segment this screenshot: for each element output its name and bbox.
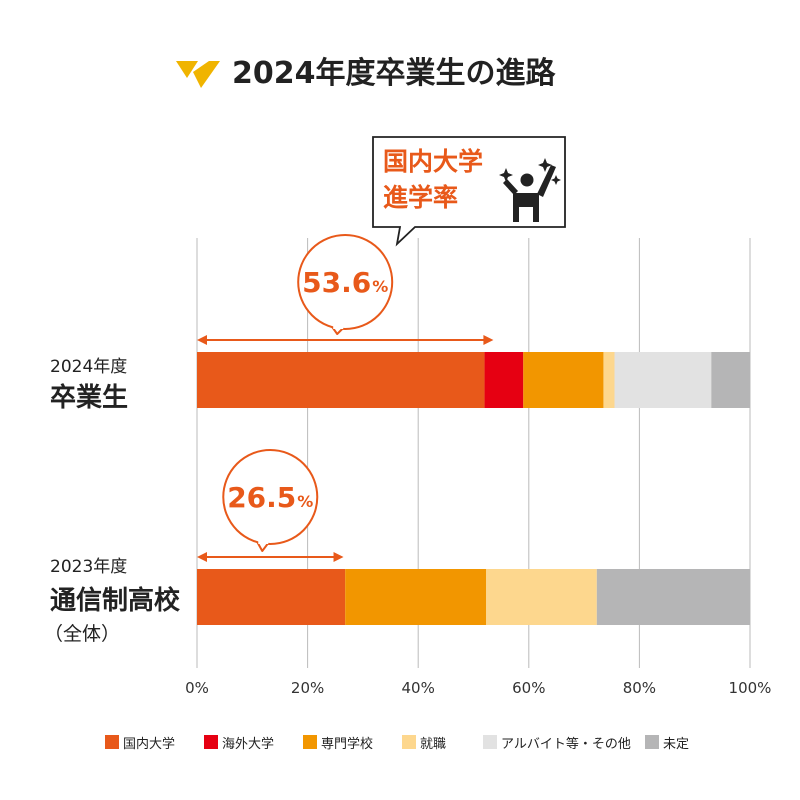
x-tick-label: 20%: [291, 679, 324, 697]
bar-segment: [197, 569, 346, 625]
legend-item: 就職: [402, 735, 446, 752]
category-label-2024: 2024年度 卒業生: [50, 357, 128, 413]
legend-label: 国内大学: [123, 736, 175, 752]
legend-label: 専門学校: [321, 736, 373, 752]
x-axis-ticks: 0% 20% 40% 60% 80% 100%: [185, 679, 771, 697]
legend-swatch: [303, 735, 317, 749]
arrowhead-right-icon: [483, 335, 494, 345]
bar-segment: [711, 352, 750, 408]
callout-box: 国内大学 進学率: [372, 136, 566, 247]
logo-icon: [176, 61, 220, 88]
x-tick-label: 40%: [402, 679, 435, 697]
legend-swatch: [105, 735, 119, 749]
category-label-2023: 2023年度 通信制高校 （全体）: [44, 557, 181, 645]
legend-label: アルバイト等・その他: [501, 736, 631, 752]
annotation-value: 53.6%: [302, 266, 388, 299]
x-tick-label: 100%: [729, 679, 772, 697]
value-bubble: 26.5%: [222, 449, 319, 552]
x-tick-label: 0%: [185, 679, 209, 697]
category-year: 2024年度: [50, 357, 127, 377]
value-bubble: 53.6%: [297, 234, 394, 335]
legend-swatch: [402, 735, 416, 749]
arrowhead-left-icon: [197, 335, 207, 345]
legend-item: 海外大学: [204, 735, 274, 752]
bar-segment: [197, 352, 485, 408]
legend-label: 未定: [663, 737, 689, 752]
annotations: 53.6% 26.5%: [197, 234, 494, 562]
legend-item: 専門学校: [303, 735, 373, 752]
category-name: 通信制高校: [50, 585, 181, 616]
arrowhead-right-icon: [333, 552, 344, 562]
legend-label: 就職: [420, 737, 446, 752]
chart-title: 2024年度卒業生の進路: [232, 56, 556, 91]
legend-label: 海外大学: [222, 736, 274, 752]
bar-segment: [596, 569, 750, 625]
bar-segment: [486, 569, 597, 625]
annotation-value: 26.5%: [227, 481, 313, 514]
category-sub: （全体）: [44, 623, 120, 645]
bar-segment: [345, 569, 487, 625]
bar-segment: [523, 352, 604, 408]
x-tick-label: 80%: [623, 679, 656, 697]
arrowhead-left-icon: [197, 552, 207, 562]
callout-line2: 進学率: [383, 183, 458, 212]
bar-segment: [614, 352, 712, 408]
legend-item: アルバイト等・その他: [483, 735, 631, 752]
legend-swatch: [483, 735, 497, 749]
category-name: 卒業生: [50, 382, 128, 413]
bar-segment: [484, 352, 524, 408]
category-year: 2023年度: [50, 557, 127, 577]
legend-item: 国内大学: [105, 735, 175, 752]
bars: [197, 352, 750, 625]
bar-segment: [603, 352, 615, 408]
legend-item: 未定: [645, 735, 689, 752]
x-tick-label: 60%: [512, 679, 545, 697]
callout-line1: 国内大学: [383, 147, 483, 176]
celebrating-person-icon: [499, 158, 561, 222]
legend: 国内大学 海外大学 専門学校 就職 アルバイト等・その他 未定: [105, 735, 689, 752]
legend-swatch: [645, 735, 659, 749]
legend-swatch: [204, 735, 218, 749]
